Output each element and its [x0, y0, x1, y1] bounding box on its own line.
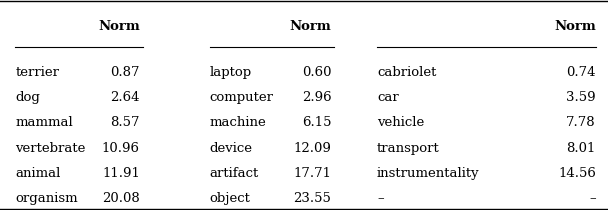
- Text: 11.91: 11.91: [102, 167, 140, 180]
- Text: Norm: Norm: [289, 20, 331, 33]
- Text: laptop: laptop: [210, 66, 252, 79]
- Text: 12.09: 12.09: [294, 142, 331, 155]
- Text: animal: animal: [15, 167, 61, 180]
- Text: machine: machine: [210, 116, 266, 129]
- Text: car: car: [377, 91, 399, 104]
- Text: artifact: artifact: [210, 167, 259, 180]
- Text: 23.55: 23.55: [294, 192, 331, 205]
- Text: transport: transport: [377, 142, 440, 155]
- Text: 14.56: 14.56: [558, 167, 596, 180]
- Text: instrumentality: instrumentality: [377, 167, 480, 180]
- Text: device: device: [210, 142, 253, 155]
- Text: 0.74: 0.74: [566, 66, 596, 79]
- Text: vehicle: vehicle: [377, 116, 424, 129]
- Text: computer: computer: [210, 91, 274, 104]
- Text: 8.57: 8.57: [110, 116, 140, 129]
- Text: 2.96: 2.96: [302, 91, 331, 104]
- Text: 6.15: 6.15: [302, 116, 331, 129]
- Text: 10.96: 10.96: [102, 142, 140, 155]
- Text: 20.08: 20.08: [102, 192, 140, 205]
- Text: object: object: [210, 192, 250, 205]
- Text: Norm: Norm: [98, 20, 140, 33]
- Text: 0.60: 0.60: [302, 66, 331, 79]
- Text: cabriolet: cabriolet: [377, 66, 437, 79]
- Text: mammal: mammal: [15, 116, 73, 129]
- Text: 2.64: 2.64: [110, 91, 140, 104]
- Text: 17.71: 17.71: [293, 167, 331, 180]
- Text: 0.87: 0.87: [110, 66, 140, 79]
- Text: 3.59: 3.59: [566, 91, 596, 104]
- Text: Norm: Norm: [554, 20, 596, 33]
- Text: dog: dog: [15, 91, 40, 104]
- Text: vertebrate: vertebrate: [15, 142, 86, 155]
- Text: 7.78: 7.78: [566, 116, 596, 129]
- Text: –: –: [377, 192, 384, 205]
- Text: –: –: [589, 192, 596, 205]
- Text: terrier: terrier: [15, 66, 59, 79]
- Text: 8.01: 8.01: [567, 142, 596, 155]
- Text: organism: organism: [15, 192, 78, 205]
